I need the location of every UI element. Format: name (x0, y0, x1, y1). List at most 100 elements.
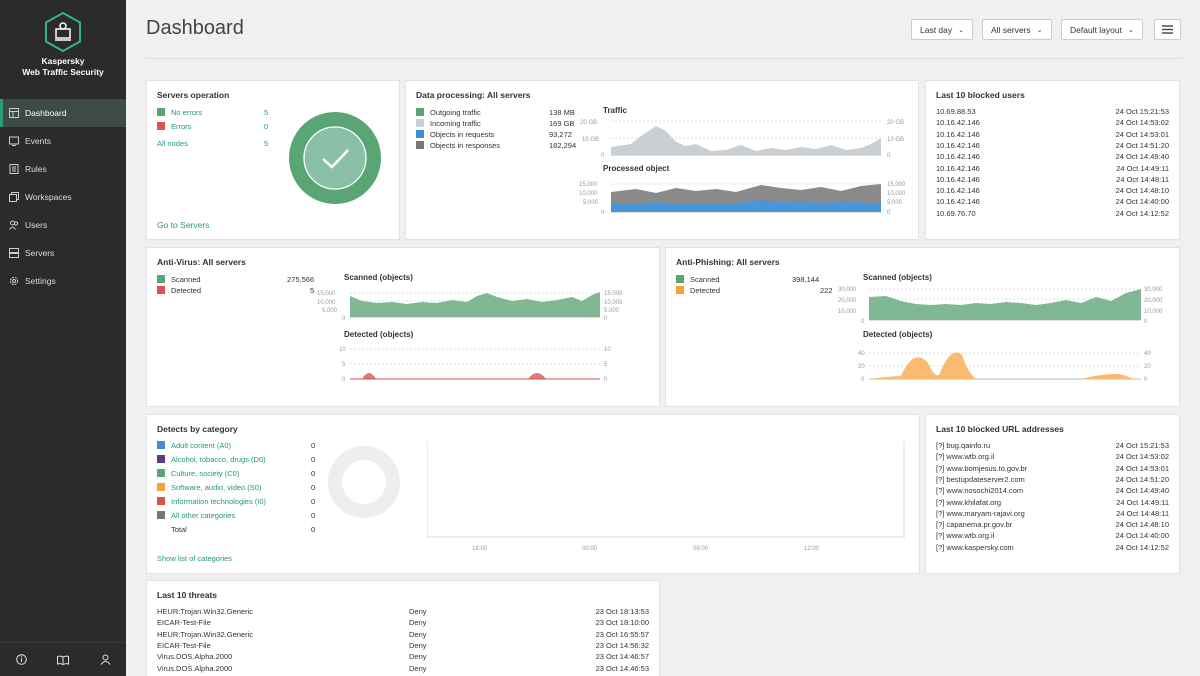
users-icon (9, 220, 19, 230)
category-count: 0 (311, 497, 316, 506)
category-label[interactable]: Culture, society (C0) (171, 469, 240, 478)
axis-tick: 20 (858, 364, 865, 370)
threats-widget: Last 10 threats HEUR:Trojan.Win32.Generi… (146, 580, 660, 676)
sidebar-item-label: Workspaces (25, 192, 72, 202)
axis-tick: 10 (604, 347, 611, 353)
axis-tick: 10,000 (838, 309, 857, 315)
period-select[interactable]: Last day ⌄ (911, 19, 974, 40)
sidebar-item-servers[interactable]: Servers (0, 239, 126, 267)
widget-title: Last 10 threats (157, 590, 217, 600)
blocked-url-time: 24 Oct 14:53:01 (1115, 463, 1169, 473)
blocked-url[interactable]: [?] bug.qainfo.ru (936, 441, 991, 450)
total-value: 0 (311, 525, 316, 534)
sidebar-item-users[interactable]: Users (0, 211, 126, 239)
axis-tick: 5 (604, 362, 608, 368)
category-count: 0 (311, 483, 316, 492)
legend-label: Objects in requests (430, 130, 495, 139)
category-label[interactable]: All other categories (171, 511, 236, 520)
detected-value: 5 (310, 286, 315, 295)
go-to-servers-link[interactable]: Go to Servers (157, 220, 210, 230)
detected-chart-title: Detected (objects) (863, 330, 933, 339)
threat-time: 23 Oct 18:10:00 (595, 618, 649, 628)
info-icon[interactable] (14, 653, 28, 667)
book-icon[interactable] (56, 653, 70, 667)
threat-time: 23 Oct 14:56:32 (595, 640, 649, 650)
axis-tick: 5,000 (887, 200, 903, 206)
blocked-url-time: 24 Oct 14:49:40 (1115, 486, 1169, 496)
category-item: All other categories (157, 511, 235, 520)
category-label[interactable]: Software, audio, video (S0) (171, 483, 262, 492)
blocked-url[interactable]: [?] www.kaspersky.com (936, 542, 1014, 552)
widget-title-text: Anti-Phishing: (676, 257, 735, 267)
axis-tick: 20 GB (580, 120, 597, 126)
axis-tick: 5,000 (604, 308, 620, 314)
scanned-value: 275,566 (287, 275, 315, 284)
blocked-user-ip: 10.16.42.146 (936, 152, 980, 162)
legend-swatch (157, 441, 165, 449)
blocked-url[interactable]: [?] www.bomjesus.to.gov.br (936, 463, 1028, 473)
legend-label: Detected (690, 286, 721, 295)
legend-swatch (416, 108, 424, 116)
blocked-url[interactable]: [?] capanema.pr.gov.br (936, 520, 1013, 530)
axis-tick: 0 (861, 377, 865, 383)
blocked-user-time: 24 Oct 14:53:01 (1115, 129, 1169, 139)
category-label[interactable]: Information technologies (I0) (171, 497, 267, 506)
sidebar-item-workspaces[interactable]: Workspaces (0, 183, 126, 211)
servers-select-label: All servers (991, 24, 1031, 35)
blocked-user-ip: 10.16.42.146 (936, 197, 980, 207)
layout-select[interactable]: Default layout ⌄ (1061, 19, 1143, 40)
blocked-url[interactable]: [?] www.wtb.org.il (936, 452, 995, 462)
blocked-url[interactable]: [?] www.wtb.org.il (936, 531, 995, 541)
sidebar-item-events[interactable]: Events (0, 127, 126, 155)
axis-tick: 5,000 (322, 308, 338, 314)
threat-action: Deny (409, 640, 427, 650)
widget-title: Data processing: All servers (416, 90, 531, 100)
period-select-label: Last day (920, 24, 953, 35)
chevron-down-icon: ⌄ (1127, 26, 1134, 34)
blocked-url[interactable]: [?] www.khilafat.org (936, 497, 1002, 507)
sidebar-item-rules[interactable]: Rules (0, 155, 126, 183)
show-categories-link[interactable]: Show list of categories (157, 554, 233, 563)
axis-tick: 12:00 (804, 546, 820, 552)
blocked-url[interactable]: [?] bestupdateserver2.com (936, 474, 1025, 484)
sidebar-item-dashboard[interactable]: Dashboard (0, 99, 126, 127)
blocked-user-ip: 10.16.42.146 (936, 186, 980, 196)
axis-tick: 5,000 (583, 200, 599, 206)
category-count: 0 (311, 441, 316, 450)
threat-name: HEUR:Trojan.Win32.Generic (157, 629, 254, 639)
blocked-url[interactable]: [?] www.nosochi2014.com (936, 486, 1024, 496)
axis-tick: 0 (887, 153, 891, 159)
legend-label[interactable]: No errors (171, 108, 203, 117)
widget-title: Anti-Phishing: All servers (676, 257, 780, 267)
servers-select[interactable]: All servers ⌄ (982, 19, 1052, 40)
sidebar-item-settings[interactable]: Settings (0, 267, 126, 295)
menu-button[interactable] (1154, 19, 1181, 40)
blocked-user-time: 24 Oct 14:40:00 (1115, 197, 1169, 207)
legend-label[interactable]: Errors (171, 122, 192, 131)
all-nodes-link[interactable]: All nodes (157, 139, 188, 148)
chevron-down-icon: ⌄ (958, 26, 965, 34)
blocked-user-time: 24 Oct 15:21:53 (1115, 107, 1169, 116)
status-errors: Errors (157, 122, 191, 131)
sidebar-item-label: Settings (25, 276, 56, 286)
threat-time: 23 Oct 16:55:57 (595, 629, 649, 639)
threat-action: Deny (409, 629, 427, 639)
blocked-user-ip: 10.16.42.146 (936, 163, 980, 173)
axis-tick: 10,000 (317, 300, 336, 306)
status-no-errors: No errors (157, 108, 202, 117)
chevron-down-icon: ⌄ (1036, 26, 1043, 34)
legend-req-objects: Objects in requests (416, 130, 494, 139)
blocked-url[interactable]: [?] www.maryam-rajavi.org (936, 508, 1025, 518)
sidebar-item-label: Events (25, 136, 51, 146)
widget-title: Last 10 blocked URL addresses (936, 424, 1064, 434)
category-item: Culture, society (C0) (157, 469, 239, 478)
blocked-user-time: 24 Oct 14:53:02 (1115, 118, 1169, 128)
category-label[interactable]: Alcohol, tobacco, drugs (D0) (171, 455, 266, 464)
blocked-url-time: 24 Oct 14:53:02 (1115, 452, 1169, 462)
blocked-url-time: 24 Oct 14:51:20 (1115, 474, 1169, 484)
legend-detected: Detected (676, 286, 720, 295)
user-icon[interactable] (98, 653, 112, 667)
axis-tick: 5 (342, 362, 346, 368)
threat-action: Deny (409, 652, 427, 662)
category-label[interactable]: Adult content (A0) (171, 441, 232, 450)
